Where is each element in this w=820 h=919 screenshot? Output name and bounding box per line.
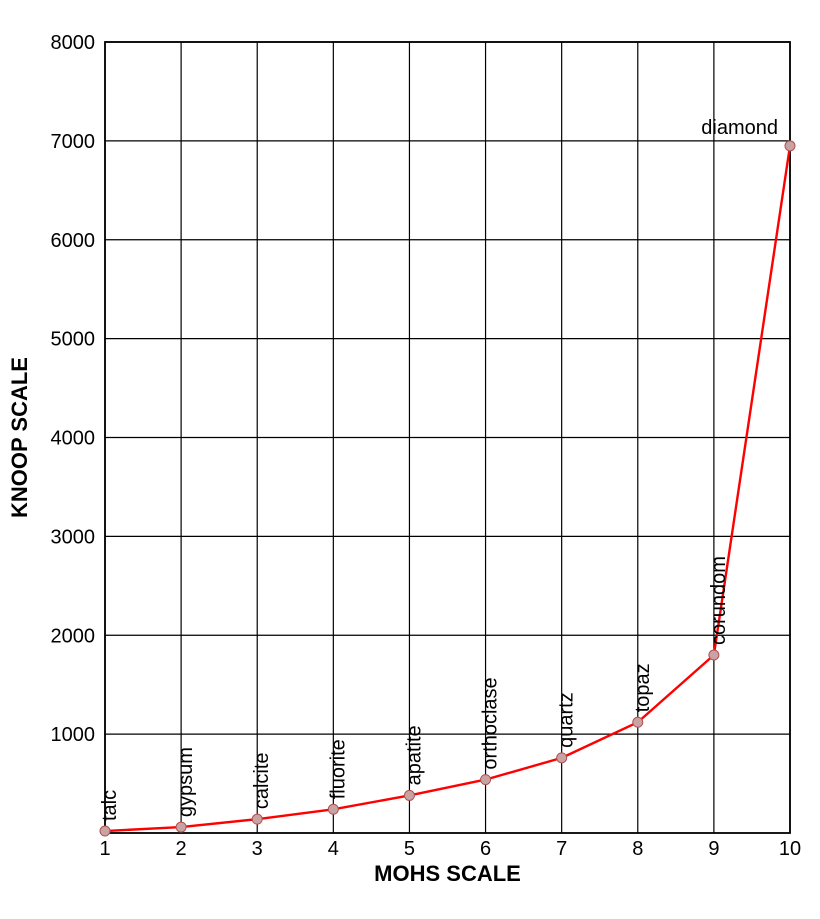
data-point bbox=[100, 826, 110, 836]
point-label: gypsum bbox=[175, 747, 197, 817]
y-tick-label: 3000 bbox=[51, 526, 96, 548]
y-tick-label: 5000 bbox=[51, 329, 96, 351]
x-tick-label: 9 bbox=[708, 838, 719, 860]
x-tick-label: 3 bbox=[252, 838, 263, 860]
data-point bbox=[404, 790, 414, 800]
point-label: apatite bbox=[403, 725, 425, 785]
data-point bbox=[252, 814, 262, 824]
data-point bbox=[176, 822, 186, 832]
y-tick-label: 4000 bbox=[51, 428, 96, 450]
y-tick-label: 7000 bbox=[51, 131, 96, 153]
point-label: orthoclase bbox=[480, 677, 502, 769]
x-tick-label: 8 bbox=[632, 838, 643, 860]
point-label: diamond bbox=[701, 117, 778, 139]
x-tick-label: 5 bbox=[404, 838, 415, 860]
x-tick-label: 7 bbox=[556, 838, 567, 860]
x-tick-label: 1 bbox=[99, 838, 110, 860]
point-label: topaz bbox=[632, 663, 654, 712]
data-point bbox=[785, 141, 795, 151]
x-tick-label: 10 bbox=[779, 838, 801, 860]
hardness-chart: talc gypsum calcite fluorite apatite orthocla… bbox=[0, 0, 820, 919]
y-tick-label: 2000 bbox=[51, 625, 96, 647]
y-tick-label: 8000 bbox=[51, 32, 96, 54]
point-label: corundom bbox=[708, 556, 730, 645]
y-tick-label: 6000 bbox=[51, 230, 96, 252]
x-tick-label: 4 bbox=[328, 838, 339, 860]
point-label: talc bbox=[99, 790, 121, 821]
y-tick-label: 1000 bbox=[51, 724, 96, 746]
data-point bbox=[328, 804, 338, 814]
data-point bbox=[633, 717, 643, 727]
x-axis-label: MOHS SCALE bbox=[374, 861, 521, 886]
data-point bbox=[709, 650, 719, 660]
data-point bbox=[481, 775, 491, 785]
point-label: fluorite bbox=[327, 739, 349, 799]
point-label: calcite bbox=[251, 752, 273, 809]
chart-svg: talc gypsum calcite fluorite apatite orthocla… bbox=[0, 0, 820, 919]
y-axis-label: KNOOP SCALE bbox=[7, 357, 32, 518]
x-tick-label: 6 bbox=[480, 838, 491, 860]
data-point bbox=[557, 753, 567, 763]
point-label: quartz bbox=[556, 692, 578, 748]
x-tick-label: 2 bbox=[176, 838, 187, 860]
